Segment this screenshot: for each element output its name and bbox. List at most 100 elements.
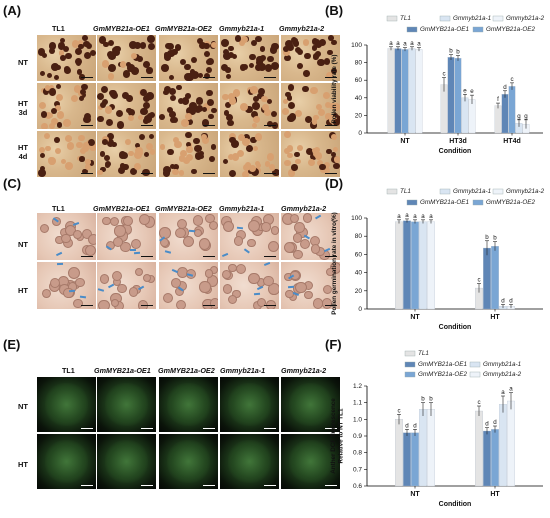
pollen-grain	[329, 102, 336, 110]
pollen-grain	[76, 141, 83, 149]
pollen-grain	[169, 111, 177, 119]
pollen-grain	[260, 55, 267, 62]
panel-c-image-cell	[97, 262, 156, 309]
pollen-grain	[192, 215, 203, 226]
arrow-icon	[80, 295, 87, 299]
anther-shape	[289, 383, 332, 426]
pollen-grain	[172, 168, 180, 176]
pollen-grain	[266, 152, 275, 161]
scale-bar	[264, 484, 276, 486]
significance-letter: d	[503, 84, 507, 91]
pollen-grain	[252, 145, 258, 151]
legend-swatch	[439, 15, 451, 22]
pollen-grain	[43, 133, 50, 140]
legend-swatch	[439, 188, 451, 195]
pollen-grain	[241, 170, 249, 177]
pollen-grain	[117, 283, 127, 294]
pollen-grain	[331, 39, 337, 45]
pollen-grain	[165, 42, 172, 50]
bar	[408, 48, 416, 134]
pollen-grain	[332, 146, 339, 152]
pollen-grain	[64, 162, 73, 170]
pollen-grain	[135, 143, 141, 149]
pollen-grain	[179, 170, 185, 176]
panel-e-row-label: NT	[18, 402, 28, 411]
anther-shape	[45, 383, 88, 426]
pollen-grain	[186, 119, 193, 125]
panel-c-image-cell	[159, 213, 218, 260]
panel-e-col-label: GmMYB21a-OE2	[158, 366, 215, 375]
pollen-grain	[58, 50, 64, 56]
pollen-grain	[148, 133, 155, 139]
bar	[491, 429, 499, 487]
pollen-grain	[312, 148, 318, 154]
pollen-grain	[81, 84, 88, 91]
scale-bar	[264, 427, 276, 429]
pollen-grain	[311, 119, 318, 125]
pollen-grain	[314, 152, 322, 160]
pollen-grain	[81, 168, 88, 175]
legend-label: Gmmyb21a-1	[453, 15, 491, 22]
pollen-grain	[38, 101, 47, 110]
pollen-grain	[42, 289, 52, 299]
panel-c-row-label: HT	[18, 286, 28, 295]
pollen-grain	[82, 35, 88, 42]
pollen-grain	[99, 151, 106, 157]
pollen-grain	[70, 95, 78, 103]
pollen-grain	[271, 42, 279, 51]
pollen-grain	[48, 48, 55, 55]
pollen-grain	[40, 165, 46, 171]
pollen-grain	[315, 41, 323, 48]
pollen-grain	[256, 55, 264, 63]
pollen-grain	[293, 249, 303, 260]
legend-label: Gmmyb21a-2	[506, 15, 545, 22]
pollen-grain	[312, 151, 319, 158]
pollen-grain	[186, 146, 193, 153]
pollen-grain	[259, 46, 266, 52]
anther-shape	[228, 383, 271, 426]
pollen-grain	[48, 122, 55, 129]
panel-c-col-label: GmMYB21a-OE1	[93, 204, 150, 213]
pollen-grain	[73, 85, 82, 93]
pollen-grain	[162, 169, 170, 177]
pollen-grain	[325, 113, 332, 120]
legend-label: GmMYB21a-OE1	[420, 26, 469, 33]
pollen-grain	[119, 61, 126, 68]
pollen-grain	[78, 95, 85, 102]
significance-letter: a	[397, 213, 401, 220]
pollen-grain	[101, 60, 110, 68]
pollen-grain	[195, 105, 203, 113]
pollen-grain	[232, 88, 241, 97]
y-tick-label: 0.8	[353, 450, 362, 457]
significance-letter: b	[449, 48, 453, 55]
anther-shape	[45, 440, 88, 483]
legend-label: TL1	[418, 350, 429, 357]
pollen-grain	[46, 72, 53, 79]
legend-swatch	[404, 371, 416, 378]
panel-a-image-cell	[159, 35, 218, 81]
significance-letter: a	[410, 40, 414, 47]
pollen-grain	[223, 110, 230, 116]
panel-e-image-cell	[220, 434, 279, 489]
bar	[508, 86, 516, 134]
pollen-grain	[73, 298, 83, 308]
pollen-grain	[55, 104, 62, 111]
pollen-grain	[185, 153, 193, 161]
pollen-grain	[242, 137, 251, 146]
pollen-grain	[127, 64, 135, 72]
pollen-grain	[61, 234, 71, 244]
pollen-grain	[304, 290, 314, 300]
pollen-grain	[39, 224, 50, 234]
pollen-grain	[289, 213, 299, 223]
pollen-grain	[201, 136, 209, 144]
pollen-grain	[40, 110, 48, 118]
pollen-grain	[39, 152, 46, 159]
panel-c-image-cell	[37, 262, 96, 309]
pollen-grain	[184, 131, 192, 139]
panel-a-image-cell	[97, 83, 156, 129]
pollen-grain	[285, 39, 294, 48]
pollen-grain	[254, 133, 263, 141]
pollen-grain	[170, 117, 177, 123]
panel-c-image-cell	[281, 213, 340, 260]
panel-a-image-cell	[97, 35, 156, 81]
